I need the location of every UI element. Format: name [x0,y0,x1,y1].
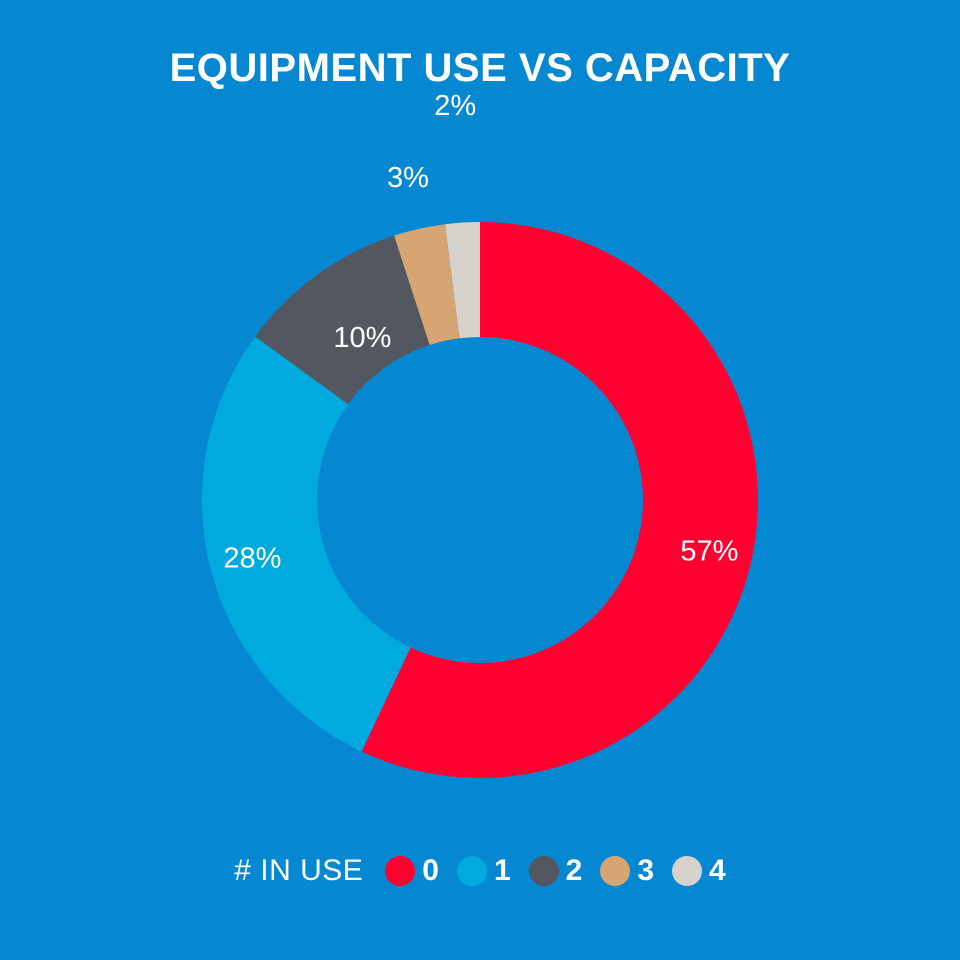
donut-labels: 57% 28% 10% 3% 2% [223,90,738,575]
donut-slice-4 [445,222,480,339]
legend-label-2: 2 [565,854,583,887]
legend-title: # IN USE [234,854,364,887]
legend: # IN USE 0 1 2 3 4 [0,848,960,894]
donut-slice-1 [201,336,411,752]
donut-slices [201,222,758,778]
slice-label-0: 57% [680,535,738,567]
legend-label-0: 0 [422,854,439,887]
legend-label-1: 1 [493,854,511,887]
legend-swatch-2 [528,856,559,886]
slice-label-3: 3% [387,162,429,194]
legend-item-4: 4 [672,854,726,888]
legend-item-2: 2 [528,854,583,888]
legend-item-1: 1 [456,854,511,888]
legend-swatch-0 [385,856,416,886]
chart-title: EQUIPMENT USE VS CAPACITY [169,46,791,90]
legend-swatch-1 [456,856,487,886]
donut-slice-0 [361,222,758,778]
legend-label-4: 4 [709,854,726,887]
legend-items: 0 1 2 3 4 [385,854,726,888]
legend-item-0: 0 [385,854,439,888]
donut-slice-2 [255,235,430,405]
legend-swatch-3 [600,856,631,886]
slice-label-1: 28% [223,542,281,574]
legend-label-3: 3 [637,854,655,887]
donut-slice-3 [394,224,460,345]
slice-label-4: 2% [434,90,476,122]
slice-label-2: 10% [333,322,391,354]
legend-swatch-4 [672,856,703,886]
legend-item-3: 3 [600,854,654,888]
